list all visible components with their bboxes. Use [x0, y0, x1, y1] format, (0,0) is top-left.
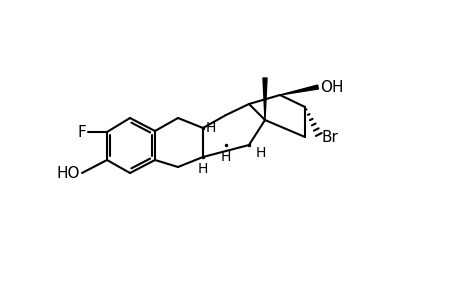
Text: Br: Br — [321, 130, 338, 145]
Text: OH: OH — [319, 80, 343, 94]
Polygon shape — [280, 85, 318, 95]
Polygon shape — [263, 78, 266, 120]
Text: H: H — [220, 150, 231, 164]
Text: H: H — [205, 121, 216, 135]
Text: HO: HO — [56, 166, 80, 181]
Text: H: H — [197, 162, 208, 176]
Text: F: F — [77, 124, 86, 140]
Text: H: H — [255, 146, 266, 160]
